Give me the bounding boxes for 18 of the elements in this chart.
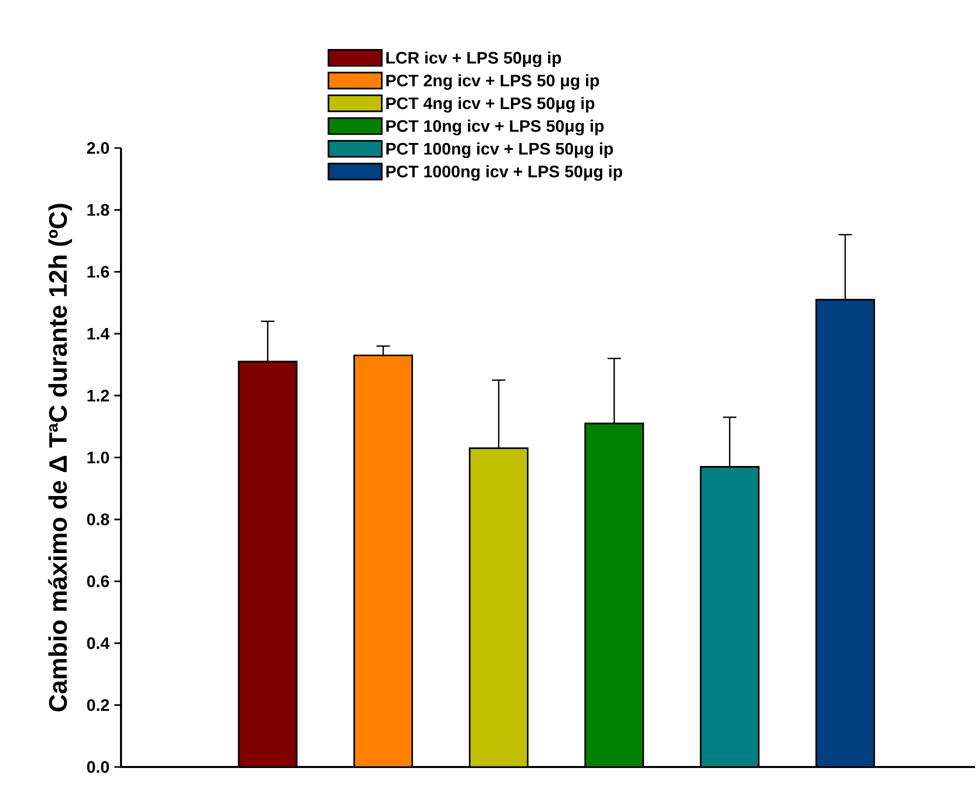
y-tick-label: 2.0 [87,142,109,154]
legend-label: PCT 4ng icv + LPS 50μg ip [386,96,594,113]
y-tick-label: 1.4 [88,328,110,340]
y-tick-label: 1.6 [88,266,110,278]
legend-label: PCT 1000ng icv + LPS 50μg ip [386,165,622,181]
y-tick-label: 0.0 [87,761,109,773]
y-tick-label: 0.2 [87,699,109,712]
y-tick-label: 1.8 [88,204,110,216]
y-tick-label: 0.4 [87,637,110,650]
y-tick-label: 1.0 [88,452,109,464]
y-axis-title: Cambio máximo de Δ TªC durante 12h (ºC) [48,204,72,712]
legend-label: PCT 2ng icv + LPS 50 μg ip [386,74,599,90]
y-tick-label: 0.6 [87,575,110,588]
y-tick-label: 0.8 [87,514,110,526]
legend-label: PCT 100ng icv + LPS 50μg ip [386,142,613,158]
legend-label: PCT 10ng icv + LPS 50μg ip [386,120,604,136]
y-tick-label: 1.2 [88,390,109,402]
legend-label: LCR icv + LPS 50μg ip [386,51,562,68]
